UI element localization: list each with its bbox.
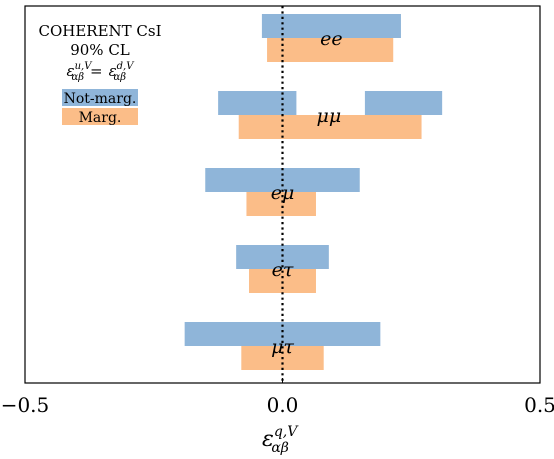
assump-eq: = — [90, 62, 103, 80]
annotation-assumption: εu,V αβ = εd,V αβ — [67, 61, 136, 83]
x-tick-label-2: 0.5 — [524, 393, 554, 417]
x-tick-label-0: −0.5 — [1, 393, 50, 417]
bar-marg-2-0 — [246, 192, 316, 216]
svg-text:εq,Vαβ: εq,V αβ — [262, 424, 299, 456]
bar-not-marg-1-1 — [364, 91, 443, 115]
category-label-2: eμ — [271, 182, 295, 204]
legend-label-1: Marg. — [79, 110, 122, 126]
xlabel-sub: αβ — [271, 440, 289, 456]
assump-rhs-sup: d,V — [117, 61, 136, 72]
category-label-3: eτ — [272, 259, 294, 281]
bars-layer — [184, 14, 443, 370]
x-tick-label-1: 0.0 — [267, 393, 299, 417]
assump-rhs: ε — [109, 62, 117, 80]
annotation-experiment: COHERENT CsI — [38, 22, 161, 40]
xlabel-sup: q,V — [274, 424, 299, 440]
assump-lhs-sup: u,V — [75, 61, 94, 72]
legend-swatch-1 — [62, 108, 138, 125]
bar-not-marg-1-0 — [218, 91, 297, 115]
bar-marg-0-0 — [267, 38, 394, 62]
bar-marg-1-0 — [238, 115, 422, 139]
category-label-1: μμ — [316, 105, 341, 127]
legend: Not-marg. Marg. — [62, 89, 138, 126]
xlabel-base: ε — [262, 427, 274, 452]
x-ticks: −0.5 0.0 0.5 — [1, 378, 554, 417]
assump-rhs-sub: αβ — [113, 72, 126, 83]
legend-label-0: Not-marg. — [64, 91, 137, 107]
assump-lhs: ε — [67, 62, 75, 80]
assump-lhs-sub: αβ — [71, 72, 84, 83]
annotation-confidence-level: 90% CL — [70, 41, 130, 59]
x-axis-label: εq,V αβ — [262, 424, 299, 456]
category-label-0: ee — [320, 28, 343, 50]
legend-swatch-0 — [62, 89, 138, 106]
bar-not-marg-0-0 — [261, 14, 401, 38]
annotation-block: COHERENT CsI 90% CL εu,V αβ = εd,V αβ — [38, 22, 161, 83]
